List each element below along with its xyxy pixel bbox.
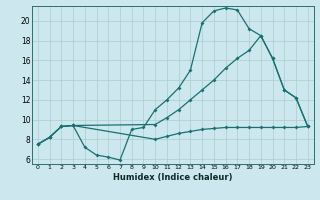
X-axis label: Humidex (Indice chaleur): Humidex (Indice chaleur) [113, 173, 233, 182]
